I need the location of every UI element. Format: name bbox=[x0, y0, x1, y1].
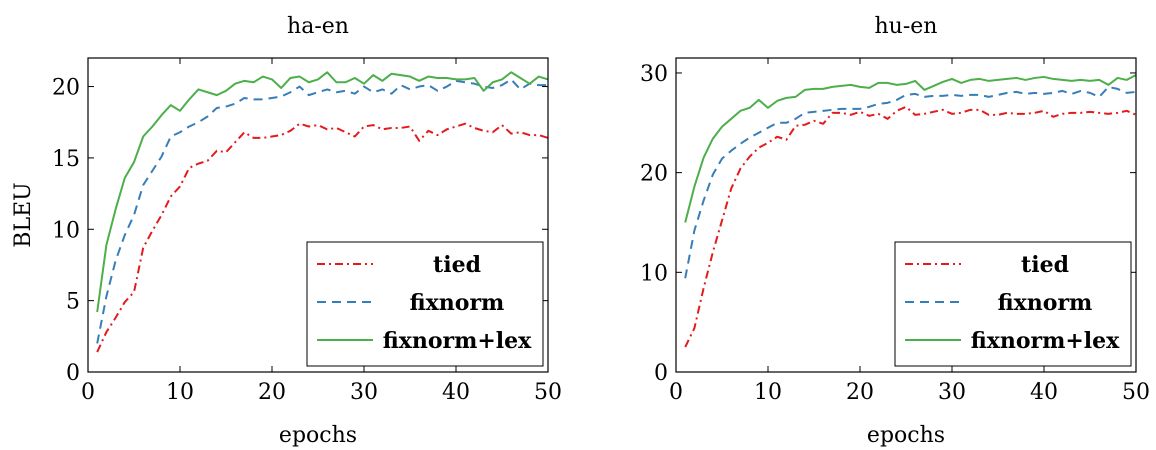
chart-title: hu-en bbox=[875, 14, 938, 39]
legend: tied fixnorm fixnorm+lex bbox=[894, 241, 1132, 367]
x-tick-label: 30 bbox=[938, 380, 966, 405]
y-tick-label: 0 bbox=[654, 361, 668, 386]
legend-box bbox=[894, 241, 1132, 367]
series-line-fixnorm bbox=[96, 78, 548, 344]
plot-frame bbox=[675, 57, 1137, 373]
x-tick-label: 30 bbox=[350, 380, 378, 405]
y-tick-label: 0 bbox=[66, 361, 80, 386]
y-tick-label: 10 bbox=[52, 218, 80, 243]
legend-label-tied: tied bbox=[433, 252, 481, 278]
legend-label-fixnorm: fixnorm bbox=[998, 290, 1093, 316]
legend-box bbox=[306, 241, 544, 367]
x-tick-label: 20 bbox=[846, 380, 874, 405]
x-tick-label: 50 bbox=[534, 380, 562, 405]
legend-label-fixnorm+lex: fixnorm+lex bbox=[383, 328, 532, 354]
y-tick-label: 20 bbox=[52, 76, 80, 101]
legend-label-fixnorm+lex: fixnorm+lex bbox=[971, 328, 1120, 354]
x-tick-label: 50 bbox=[1122, 380, 1150, 405]
plot-frame bbox=[87, 57, 549, 373]
y-axis-title: BLEU bbox=[11, 182, 36, 247]
chart-ha-en: ha-en 0 10 20 30 40 50 0 5 10 15 20 epochs BLEU tied fi… bbox=[11, 14, 562, 448]
series-line-tied bbox=[96, 122, 549, 353]
series-line-tied bbox=[684, 105, 1137, 348]
series-line-fixnorm bbox=[684, 85, 1137, 279]
y-tick-label: 10 bbox=[640, 261, 668, 286]
x-tick-label: 10 bbox=[754, 380, 782, 405]
y-tick-label: 15 bbox=[52, 147, 80, 172]
y-tick-label: 30 bbox=[640, 62, 668, 87]
x-axis-title: epochs bbox=[867, 423, 945, 448]
series-line-fixnorm+lex bbox=[684, 74, 1137, 223]
x-tick-label: 0 bbox=[669, 380, 683, 405]
x-tick-label: 10 bbox=[166, 380, 194, 405]
x-axis-title: epochs bbox=[279, 423, 357, 448]
y-tick-label: 5 bbox=[66, 290, 80, 315]
series-line-fixnorm+lex bbox=[96, 71, 549, 313]
chart-title: ha-en bbox=[287, 14, 349, 39]
chart-hu-en: hu-en 0 10 20 30 40 50 0 10 20 30 epochs tied fixnorm… bbox=[640, 14, 1150, 448]
x-tick-label: 20 bbox=[258, 380, 286, 405]
x-tick-label: 40 bbox=[442, 380, 470, 405]
legend: tied fixnorm fixnorm+lex bbox=[306, 241, 544, 367]
x-tick-label: 0 bbox=[81, 380, 95, 405]
x-tick-label: 40 bbox=[1030, 380, 1058, 405]
legend-label-fixnorm: fixnorm bbox=[410, 290, 505, 316]
y-tick-label: 20 bbox=[640, 162, 668, 187]
legend-label-tied: tied bbox=[1021, 252, 1069, 278]
